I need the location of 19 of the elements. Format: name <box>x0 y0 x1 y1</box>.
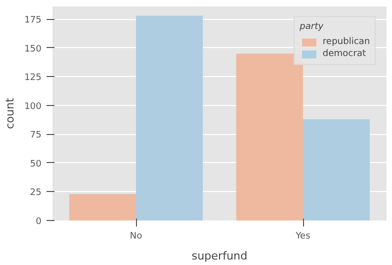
bar <box>136 16 203 220</box>
y-tick-label: 100 <box>24 102 42 112</box>
y-tick-label: 75 <box>30 130 42 141</box>
x-axis-title: superfund <box>192 250 248 262</box>
y-tick-label: 150 <box>24 44 42 54</box>
y-tick-label: 0 <box>36 217 42 227</box>
legend-label: democrat <box>322 49 366 59</box>
y-axis-title: count <box>3 97 16 130</box>
y-tick-label: 50 <box>30 159 42 170</box>
y-tick-label: 175 <box>24 16 42 26</box>
bar <box>303 119 370 220</box>
legend-label: republican <box>322 37 370 47</box>
x-tick-label: Yes <box>294 232 311 242</box>
x-tick-label: No <box>130 232 143 242</box>
y-tick-label: 125 <box>24 73 42 84</box>
y-tick-label: 25 <box>30 188 42 198</box>
legend-title: party <box>300 22 324 32</box>
bar <box>236 54 303 220</box>
bar <box>69 194 136 220</box>
